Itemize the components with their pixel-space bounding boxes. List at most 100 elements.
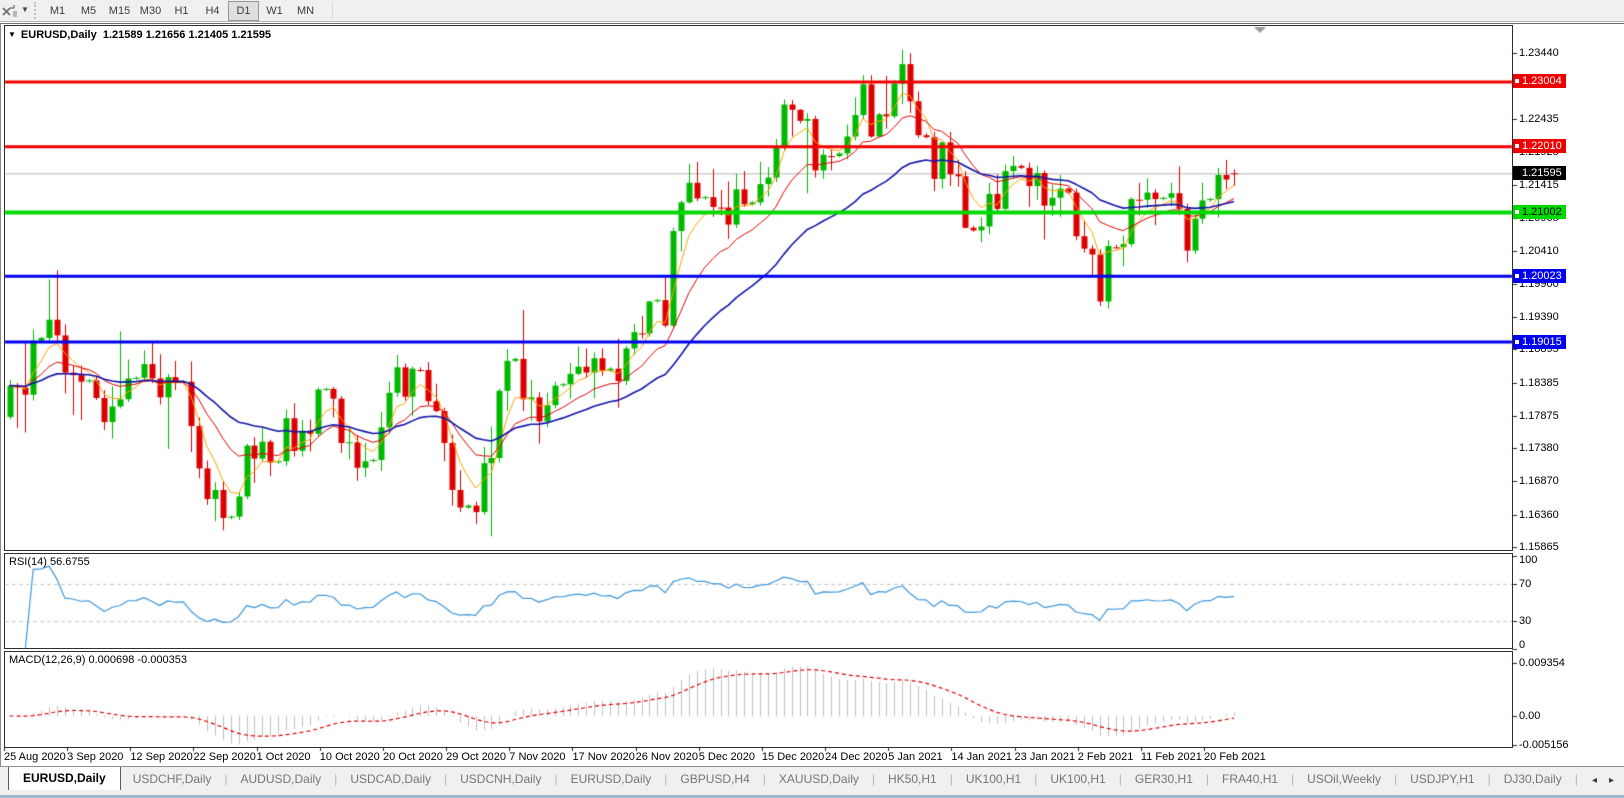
date-axis: 25 Aug 2020 3 Sep 2020 12 Sep 2020 22 Sep 2… [0, 750, 1624, 766]
chart-tab-eurusd-daily[interactable]: EURUSD,Daily [8, 767, 121, 790]
toolbar-grip[interactable] [34, 2, 36, 19]
chart-title: ▼ EURUSD,Daily 1.21589 1.21656 1.21405 1.… [8, 29, 271, 41]
hline-price-flag: 1.19015 [1513, 334, 1566, 349]
date-label: 26 Nov 2020 [635, 751, 698, 763]
tab-separator: | [1393, 772, 1398, 786]
date-label: 22 Sep 2020 [193, 751, 256, 763]
chart-tab-fra40-h1[interactable]: FRA40,H1 [1222, 772, 1279, 786]
tab-separator: | [1118, 772, 1122, 786]
chart-tab-ger30-h1[interactable]: GER30,H1 [1134, 772, 1193, 786]
tabs-scroll-left-icon[interactable]: ◂ [1591, 775, 1597, 786]
timeframe-button-h4[interactable]: H4 [205, 5, 220, 17]
tab-scroll-controls: ◂ ▸ [1582, 775, 1624, 790]
date-label: 14 Jan 2021 [951, 751, 1012, 763]
chart-tab-usdchf-daily[interactable]: USDCHF,Daily [132, 772, 212, 786]
tab-separator: | [444, 772, 448, 786]
date-label: 5 Jan 2021 [888, 751, 943, 763]
hline-price-flag: 1.21002 [1513, 205, 1566, 220]
chart-tab-gbpusd-h4[interactable]: GBPUSD,H4 [680, 772, 750, 786]
price-axis-tick: 1.22435 [1519, 112, 1559, 125]
chart-tabs: EURUSD,Daily USDCHF,Daily | AUDUSD,Daily | US… [0, 767, 1582, 790]
chart-tab-uk100-h1[interactable]: UK100,H1 [965, 772, 1022, 786]
hline-price-flag: 1.23004 [1513, 74, 1566, 89]
macd-axis-tick: -0.005156 [1519, 739, 1569, 752]
chart-tab-bar: EURUSD,Daily USDCHF,Daily | AUDUSD,Daily | US… [0, 766, 1624, 790]
price-axis-tick: 1.16360 [1519, 508, 1559, 521]
date-label: 7 Nov 2020 [509, 751, 566, 763]
date-label: 5 Dec 2020 [698, 751, 756, 763]
chart-tab-usdcad-daily[interactable]: USDCAD,Daily [350, 772, 431, 786]
date-label: 23 Jan 2021 [1014, 751, 1076, 763]
chart-tab-audusd-daily[interactable]: AUDUSD,Daily [240, 772, 322, 786]
timeframe-button-m15[interactable]: M15 [108, 5, 131, 17]
date-label: 10 Oct 2020 [319, 751, 380, 763]
chart-tab-hk50-h1[interactable]: HK50,H1 [888, 772, 937, 786]
top-toolbar: ▼ M1 M5 M15 M30 H1 H4 D1 W1 MN [0, 0, 1624, 22]
date-label: 20 Feb 2021 [1204, 751, 1266, 763]
window-menu-icon[interactable]: ▼ [8, 30, 16, 39]
tab-separator: | [664, 772, 668, 786]
date-label: 1 Oct 2020 [256, 751, 311, 763]
tab-separator: | [554, 772, 558, 786]
tab-separator: | [1291, 772, 1295, 786]
date-label: 20 Oct 2020 [382, 751, 443, 763]
tab-separator: | [1205, 772, 1210, 786]
date-label: 11 Feb 2021 [1140, 751, 1202, 763]
date-label: 17 Nov 2020 [572, 751, 635, 763]
date-label: 3 Sep 2020 [67, 751, 124, 763]
chart-canvas[interactable] [0, 23, 1624, 766]
macd-label: MACD(12,26,9) 0.000698 -0.000353 [9, 654, 187, 666]
rsi-axis-tick: 0 [1519, 639, 1526, 651]
timeframe-button-w1[interactable]: W1 [266, 5, 283, 17]
rsi-axis-tick: 30 [1519, 615, 1532, 628]
macd-axis-tick: 0.00 [1519, 710, 1541, 722]
tab-separator: | [1034, 772, 1038, 786]
rsi-label: RSI(14) 56.6755 [9, 556, 90, 568]
date-label: 12 Sep 2020 [130, 751, 193, 763]
timeframe-button-mn[interactable]: MN [296, 5, 315, 17]
price-axis-tick: 1.15865 [1519, 541, 1559, 553]
chart-title-text: EURUSD,Daily 1.21589 1.21656 1.21405 1.2… [20, 29, 272, 41]
toolbar-separator [332, 2, 333, 19]
date-label: 2 Feb 2021 [1077, 751, 1134, 763]
chart-tab-eurusd-daily[interactable]: EURUSD,Daily [570, 772, 652, 786]
date-label: 24 Dec 2020 [825, 751, 888, 763]
chart-window: ▼ EURUSD,Daily 1.21589 1.21656 1.21405 1.… [0, 23, 1624, 766]
date-label: 15 Dec 2020 [761, 751, 825, 763]
date-label: 25 Aug 2020 [4, 751, 66, 763]
macd-axis-tick: 0.009354 [1519, 656, 1565, 669]
chart-tab-usdcnh-daily[interactable]: USDCNH,Daily [460, 772, 542, 786]
chart-tab-xauusd-daily[interactable]: XAUUSD,Daily [778, 772, 859, 786]
rsi-axis-tick: 100 [1519, 554, 1538, 566]
chart-tab-usdjpy-h1[interactable]: USDJPY,H1 [1410, 772, 1475, 786]
rsi-axis-tick: 70 [1519, 577, 1532, 590]
price-axis-tick: 1.23440 [1519, 47, 1559, 60]
timeframe-button-d1[interactable]: D1 [228, 1, 259, 21]
timeframe-toolbar: M1 M5 M15 M30 H1 H4 D1 W1 MN [42, 1, 321, 21]
timeframe-button-m30[interactable]: M30 [139, 5, 162, 17]
tab-separator: | [1574, 772, 1578, 786]
price-axis-tick: 1.21415 [1519, 179, 1559, 192]
chart-tab-uk100-h1[interactable]: UK100,H1 [1050, 772, 1106, 786]
timeframe-button-m5[interactable]: M5 [80, 5, 97, 17]
chart-tab-dj30-daily[interactable]: DJ30,Daily [1503, 772, 1562, 786]
toolbar-dropdown-caret-icon[interactable]: ▼ [21, 5, 29, 14]
date-label: 29 Oct 2020 [446, 751, 507, 763]
timeframe-button-h1[interactable]: H1 [174, 5, 189, 17]
chart-mode-icon[interactable] [1, 3, 19, 19]
tab-separator: | [871, 772, 876, 786]
price-axis-tick: 1.19390 [1519, 311, 1559, 324]
hline-price-flag: 1.20023 [1513, 268, 1566, 283]
chart-tab-usoil-weekly[interactable]: USOil,Weekly [1307, 772, 1381, 786]
status-strip [0, 790, 1624, 798]
price-axis-tick: 1.18385 [1519, 376, 1559, 389]
price-axis-tick: 1.17380 [1519, 442, 1559, 455]
tabs-scroll-right-icon[interactable]: ▸ [1608, 775, 1614, 786]
current-price-flag: 1.21595 [1513, 166, 1566, 181]
timeframe-button-m1[interactable]: M1 [49, 5, 66, 17]
price-axis-tick: 1.17875 [1519, 409, 1559, 422]
tab-separator: | [949, 772, 953, 786]
hline-price-flag: 1.22010 [1513, 139, 1566, 154]
tab-separator: | [334, 772, 338, 786]
price-axis-tick: 1.20410 [1519, 244, 1559, 257]
